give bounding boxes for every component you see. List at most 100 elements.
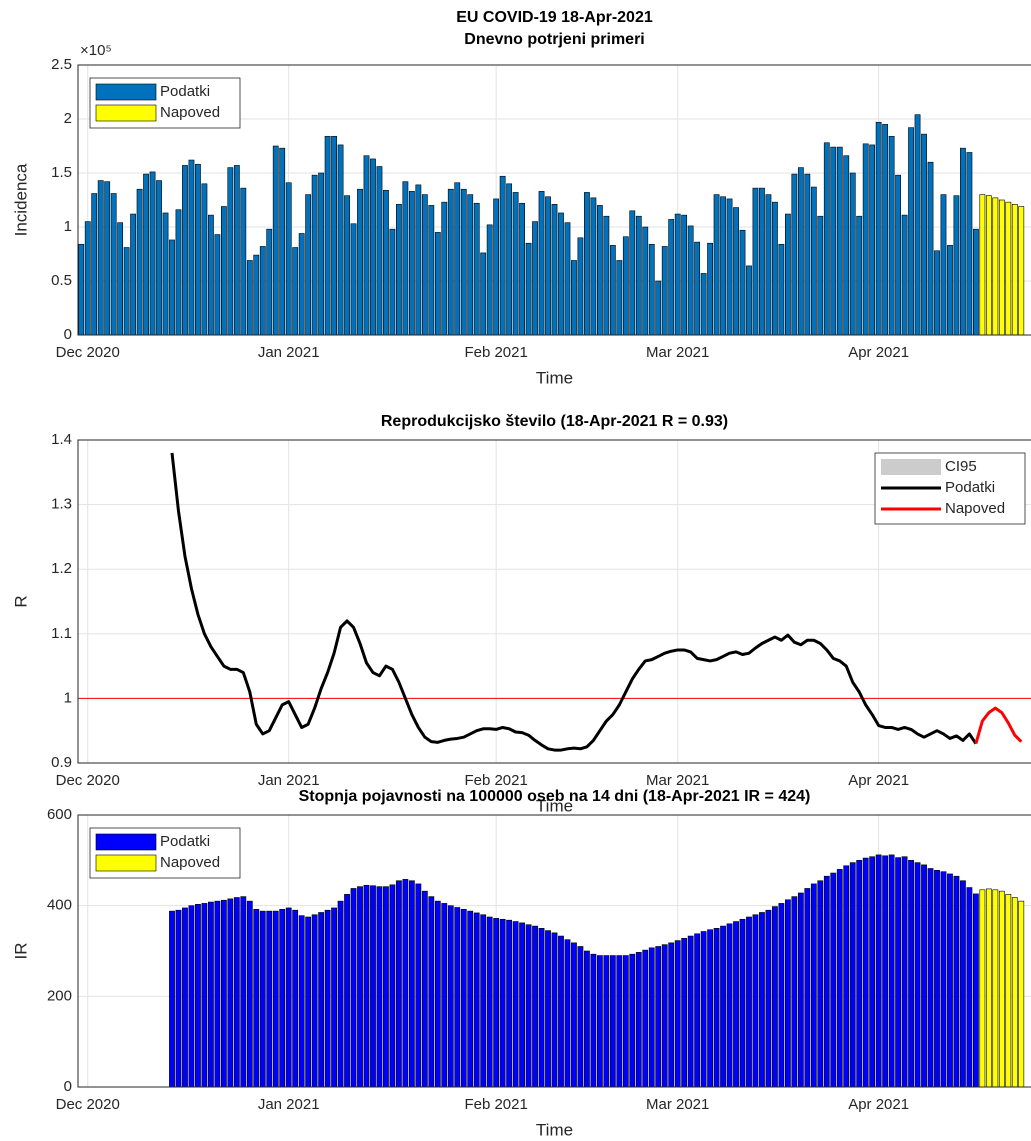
bar [940,871,947,1088]
bar [214,900,221,1088]
bar [441,903,448,1088]
bar [363,884,370,1088]
bar [162,212,169,336]
bar [551,932,558,1088]
bar [344,195,350,336]
bar [402,181,409,336]
bar [551,204,558,336]
bar [642,226,649,336]
bar [253,254,260,336]
bar [687,935,694,1088]
bar [195,904,201,1088]
bar [901,856,908,1088]
bar [635,952,642,1088]
bar [622,955,629,1088]
legend-swatch [95,83,157,101]
bar [765,909,772,1088]
bar [175,209,182,336]
bar [201,903,208,1088]
bar [363,155,370,336]
bar [532,221,538,336]
bar [324,135,331,336]
bar [525,924,532,1088]
bar [318,912,325,1088]
bar [772,906,778,1088]
legend-swatch [881,459,941,475]
bar [175,909,182,1088]
bar [616,260,623,336]
bar [272,910,279,1088]
bar [784,213,791,336]
bar [817,215,824,336]
bar [843,865,850,1088]
bar [817,880,824,1088]
bar [895,857,901,1088]
bar [1011,204,1018,336]
bar [220,899,227,1088]
bar [655,946,662,1088]
legend-label: Napoved [160,854,220,871]
bar [642,949,649,1088]
bar [934,250,940,336]
bar [337,900,344,1088]
bar [733,921,739,1088]
bar [720,196,726,336]
bar [97,180,104,336]
bar [622,236,629,336]
legend-label: Podatki [945,479,995,496]
x-tick-label: Mar 2021 [646,1096,709,1113]
bar [311,914,318,1088]
x-tick-label: Dec 2020 [56,772,120,789]
legend: Podatki Napoved [89,77,241,129]
bar [713,928,720,1088]
bar [914,114,921,336]
bar [383,189,389,336]
bar [849,862,856,1088]
bar [447,905,454,1088]
bar [739,229,746,336]
legend-label: Podatki [160,83,210,100]
bar [156,180,162,336]
bar [253,908,260,1088]
bar [506,919,513,1088]
bar [668,942,675,1088]
bar [830,146,837,336]
bar [603,215,610,336]
bar [227,167,234,336]
y-tick-label: 400 [47,897,72,914]
bar [240,187,247,336]
bar [259,910,266,1088]
bar [285,907,292,1088]
bar [376,886,383,1088]
bar [188,159,195,336]
bar [357,188,363,336]
bar [629,953,636,1088]
bar [208,901,214,1088]
bar [460,188,467,336]
bar [836,146,843,336]
bar [188,905,195,1088]
bar [596,205,603,336]
bar [746,916,752,1088]
bar [493,918,500,1088]
bar [707,929,713,1088]
x-tick-label: Jan 2021 [258,1096,320,1113]
bar [895,174,901,336]
bar [674,940,681,1088]
bar [331,135,337,336]
bar [266,228,273,336]
bar [337,144,344,336]
bar [862,143,869,336]
bar [778,243,785,336]
bar [545,930,551,1088]
bar [454,182,461,336]
bar [966,887,973,1088]
bar [687,225,694,336]
bar [84,221,91,336]
bar [752,914,759,1088]
bar [292,909,299,1088]
bar [421,194,428,336]
bar [376,166,383,336]
bar [538,191,545,336]
